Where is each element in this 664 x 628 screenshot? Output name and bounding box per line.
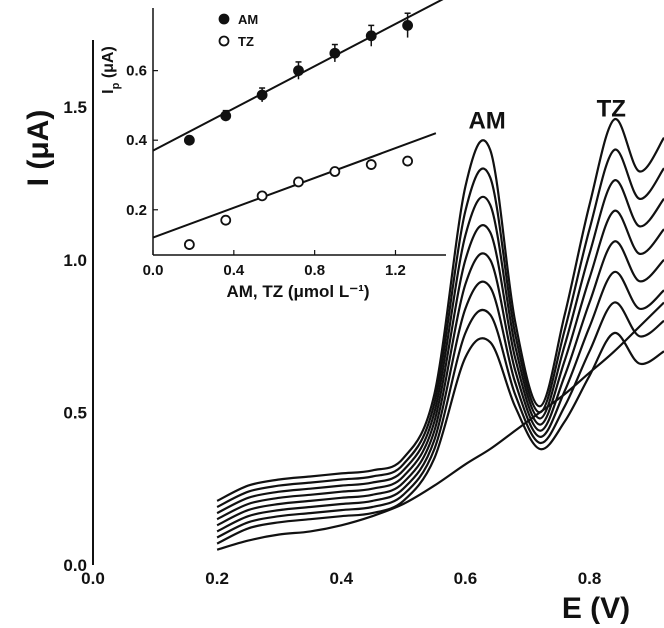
inset-chart: 0.0 0.4 0.8 1.2 0.2 0.4 0.6 AM TZ AM, TZ (μmol …	[100, 0, 448, 301]
tz-data-point	[220, 214, 232, 226]
voltammogram-curve-6	[216, 209, 664, 521]
inset-points	[183, 12, 414, 250]
inset-y-tick-label: 0.2	[126, 202, 147, 219]
main-x-tick-label: 0.6	[454, 569, 478, 588]
voltammogram-curve-5	[216, 240, 664, 527]
inset-y-axis-label-subscript: p	[110, 82, 122, 89]
main-ticks: 0.0 0.2 0.4 0.6 0.8 0.0 0.5 1.0 1.5	[63, 98, 601, 588]
inset-y-tick-label: 0.4	[126, 132, 148, 149]
tz-data-point	[329, 166, 341, 177]
am-data-point	[256, 89, 268, 101]
legend-marker-tz	[218, 35, 230, 47]
voltammogram-curve-9	[216, 118, 664, 502]
inset-x-tick-label: 0.8	[304, 262, 325, 279]
main-y-tick-label: 1.5	[63, 98, 87, 117]
voltammogram-curve-3	[216, 301, 664, 539]
tz-data-point	[402, 155, 414, 167]
main-x-tick-label: 0.2	[205, 569, 229, 588]
am-data-point	[329, 47, 341, 59]
inset-x-axis-label: AM, TZ (μmol L⁻¹)	[226, 282, 369, 301]
am-data-point	[293, 65, 304, 77]
peak-label-tz: TZ	[597, 95, 626, 122]
am-data-point	[183, 134, 195, 146]
voltammogram-curve-7	[216, 179, 664, 515]
tz-data-point	[365, 159, 377, 170]
voltammogram-curve-2	[216, 331, 664, 545]
inset-legend: AM TZ	[218, 12, 258, 49]
legend-label-tz: TZ	[238, 34, 254, 49]
tz-data-point	[183, 239, 195, 250]
inset-ticks: 0.0 0.4 0.8 1.2 0.2 0.4 0.6	[126, 63, 406, 279]
inset-y-axis-label: Ip (μA)	[100, 46, 122, 94]
main-x-tick-label: 0.4	[329, 569, 353, 588]
tz-data-point	[256, 190, 268, 202]
am-data-point	[402, 19, 414, 31]
main-peak-labels: AM TZ	[468, 95, 625, 134]
voltammogram-curve-1	[216, 301, 664, 551]
voltammogram-curve-8	[216, 148, 664, 508]
voltammogram-curve-4	[216, 270, 664, 533]
legend-marker-am	[218, 13, 230, 25]
main-x-tick-label: 0.8	[578, 569, 602, 588]
main-y-tick-label: 1.0	[63, 251, 87, 270]
inset-background	[153, 4, 448, 259]
main-curves	[216, 118, 664, 551]
tz-data-point	[293, 176, 304, 188]
main-x-tick-label: 0.0	[81, 569, 105, 588]
peak-label-am: AM	[468, 108, 505, 135]
am-data-point	[220, 110, 232, 122]
main-y-tick-label: 0.5	[63, 403, 87, 422]
main-y-tick-label: 0.0	[63, 556, 87, 575]
inset-y-tick-label: 0.6	[126, 63, 147, 80]
main-x-axis-label: E (V)	[562, 592, 630, 625]
inset-x-tick-label: 0.4	[223, 262, 245, 279]
inset-x-tick-label: 0.0	[143, 262, 164, 279]
am-data-point	[365, 30, 377, 42]
inset-x-tick-label: 1.2	[385, 262, 406, 279]
main-chart: 0.0 0.2 0.4 0.6 0.8 0.0 0.5 1.0 1.5 AM TZ E (V) I…	[22, 40, 664, 625]
main-y-axis-label: I (μA)	[22, 110, 55, 187]
legend-label-am: AM	[238, 12, 258, 27]
